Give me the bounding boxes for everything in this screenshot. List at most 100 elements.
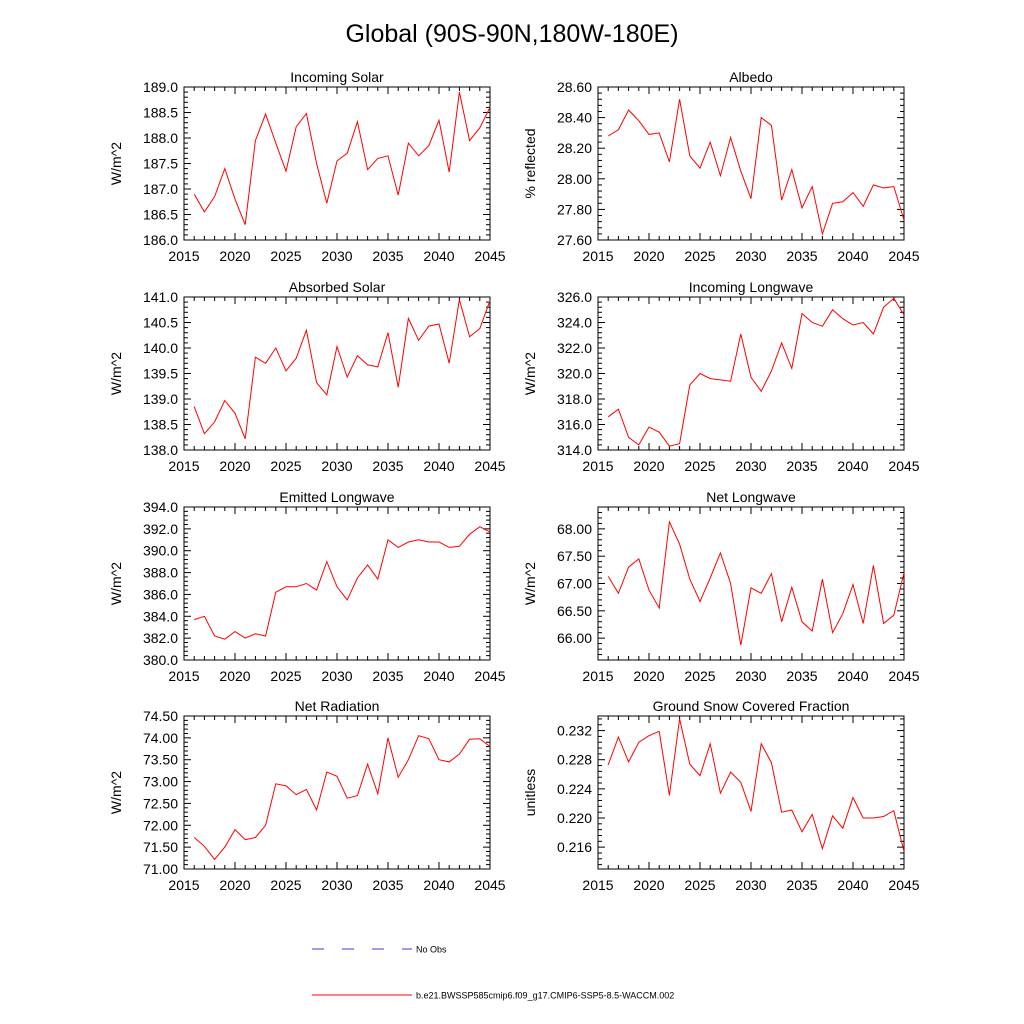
plot-frame — [183, 506, 491, 661]
x-tick-label: 2015 — [582, 458, 613, 474]
plot-frame — [597, 506, 905, 661]
chart-incoming-longwave: Incoming Longwave W/m^2 2015 2020 2025 2030 20… — [522, 279, 920, 474]
x-tick-label: 2020 — [633, 458, 664, 474]
series-line — [193, 91, 491, 225]
chart-title: Emitted Longwave — [279, 489, 394, 505]
series-line — [193, 299, 491, 439]
y-tick-label: 390.0 — [143, 543, 178, 559]
x-tick-label: 2030 — [321, 668, 352, 684]
x-tick-label: 2020 — [219, 877, 250, 893]
y-tick-label: 74.00 — [143, 730, 178, 746]
x-tick-label: 2040 — [423, 248, 454, 264]
y-tick-label: 0.224 — [557, 781, 592, 797]
y-axis-label: W/m^2 — [522, 352, 538, 395]
x-tick-label: 2015 — [168, 877, 199, 893]
y-axis-label: unitless — [522, 769, 538, 816]
y-tick-label: 28.00 — [557, 171, 592, 187]
y-axis-label: W/m^2 — [108, 352, 124, 395]
y-tick-label: 71.00 — [143, 861, 178, 877]
x-tick-label: 2015 — [168, 458, 199, 474]
y-tick-label: 384.0 — [143, 608, 178, 624]
y-tick-label: 386.0 — [143, 586, 178, 602]
chart-ground-snow-covered-fraction: Ground Snow Covered Fraction unitless 2015… — [522, 698, 920, 893]
y-tick-label: 28.60 — [557, 79, 592, 95]
chart-emitted-longwave: Emitted Longwave W/m^2 2015 2020 2025 2030 203… — [108, 489, 506, 684]
y-tick-label: 67.50 — [557, 548, 592, 564]
x-tick-label: 2020 — [219, 248, 250, 264]
series-line — [607, 519, 905, 646]
x-tick-label: 2025 — [270, 668, 301, 684]
series-line — [194, 526, 491, 640]
y-tick-label: 382.0 — [143, 630, 178, 646]
x-tick-label: 2035 — [786, 668, 817, 684]
x-tick-label: 2040 — [837, 248, 868, 264]
x-tick-label: 2025 — [684, 248, 715, 264]
y-tick-label: 140.0 — [143, 340, 178, 356]
x-tick-label: 2045 — [474, 877, 505, 893]
x-tick-label: 2025 — [684, 877, 715, 893]
y-tick-label: 28.20 — [557, 140, 592, 156]
y-tick-label: 68.00 — [557, 521, 592, 537]
chart-absorbed-solar: Absorbed Solar W/m^2 2015 2020 2025 2030 2035 2… — [108, 279, 506, 474]
chart-title: Incoming Longwave — [689, 279, 814, 295]
plot-frame — [597, 86, 905, 241]
x-tick-label: 2035 — [372, 877, 403, 893]
panels: Incoming Solar W/m^2 2015 2020 2025 2030 2035 2… — [108, 69, 920, 893]
x-tick-label: 2025 — [684, 458, 715, 474]
x-tick-label: 2045 — [888, 877, 919, 893]
y-tick-label: 324.0 — [557, 315, 592, 331]
x-tick-label: 2030 — [321, 877, 352, 893]
y-tick-label: 73.50 — [143, 752, 178, 768]
legend-model-label: b.e21.BWSSP585cmip6.f09_g17.CMIP6-SSP5-8… — [416, 991, 674, 1001]
x-tick-label: 2040 — [423, 458, 454, 474]
x-tick-label: 2040 — [423, 877, 454, 893]
chart-title: Incoming Solar — [290, 69, 384, 85]
y-tick-label: 187.5 — [143, 156, 178, 172]
x-tick-label: 2030 — [735, 877, 766, 893]
x-tick-label: 2040 — [423, 668, 454, 684]
y-tick-label: 72.50 — [143, 795, 178, 811]
y-tick-label: 314.0 — [557, 442, 592, 458]
y-axis-label: % reflected — [522, 128, 538, 198]
y-tick-label: 139.0 — [143, 391, 178, 407]
y-tick-label: 316.0 — [557, 417, 592, 433]
x-tick-label: 2035 — [786, 458, 817, 474]
x-tick-label: 2040 — [837, 668, 868, 684]
x-tick-label: 2035 — [372, 668, 403, 684]
chart-net-longwave: Net Longwave W/m^2 2015 2020 2025 2030 2035 204… — [522, 489, 920, 684]
y-tick-label: 186.5 — [143, 207, 178, 223]
chart-title: Ground Snow Covered Fraction — [653, 698, 850, 714]
x-tick-label: 2030 — [321, 458, 352, 474]
x-tick-label: 2025 — [684, 668, 715, 684]
plot-frame — [597, 296, 905, 451]
y-tick-label: 74.50 — [143, 708, 178, 724]
y-tick-label: 141.0 — [143, 289, 178, 305]
series-line — [193, 735, 491, 861]
chart-title: Albedo — [729, 69, 773, 85]
y-tick-label: 186.0 — [143, 232, 178, 248]
chart-incoming-solar: Incoming Solar W/m^2 2015 2020 2025 2030 2035 2… — [108, 69, 506, 264]
chart-title: Net Radiation — [295, 698, 380, 714]
y-tick-label: 72.00 — [143, 817, 178, 833]
y-tick-label: 73.00 — [143, 774, 178, 790]
x-tick-label: 2015 — [582, 877, 613, 893]
x-tick-label: 2045 — [474, 668, 505, 684]
y-tick-label: 189.0 — [143, 79, 178, 95]
x-tick-label: 2035 — [786, 877, 817, 893]
figure-title: Global (90S-90N,180W-180E) — [345, 20, 678, 48]
plot-frame — [183, 296, 491, 451]
x-tick-label: 2030 — [735, 668, 766, 684]
chart-albedo: Albedo % reflected 2015 2020 2025 2030 2035 204… — [522, 69, 920, 264]
y-axis-label: W/m^2 — [522, 562, 538, 605]
y-tick-label: 27.80 — [557, 201, 592, 217]
x-tick-label: 2045 — [474, 248, 505, 264]
y-tick-label: 322.0 — [557, 340, 592, 356]
y-tick-label: 318.0 — [557, 391, 592, 407]
y-tick-label: 139.5 — [143, 366, 178, 382]
chart-title: Absorbed Solar — [289, 279, 386, 295]
x-tick-label: 2035 — [372, 458, 403, 474]
x-tick-label: 2015 — [168, 668, 199, 684]
x-tick-label: 2015 — [582, 668, 613, 684]
x-tick-label: 2025 — [270, 458, 301, 474]
